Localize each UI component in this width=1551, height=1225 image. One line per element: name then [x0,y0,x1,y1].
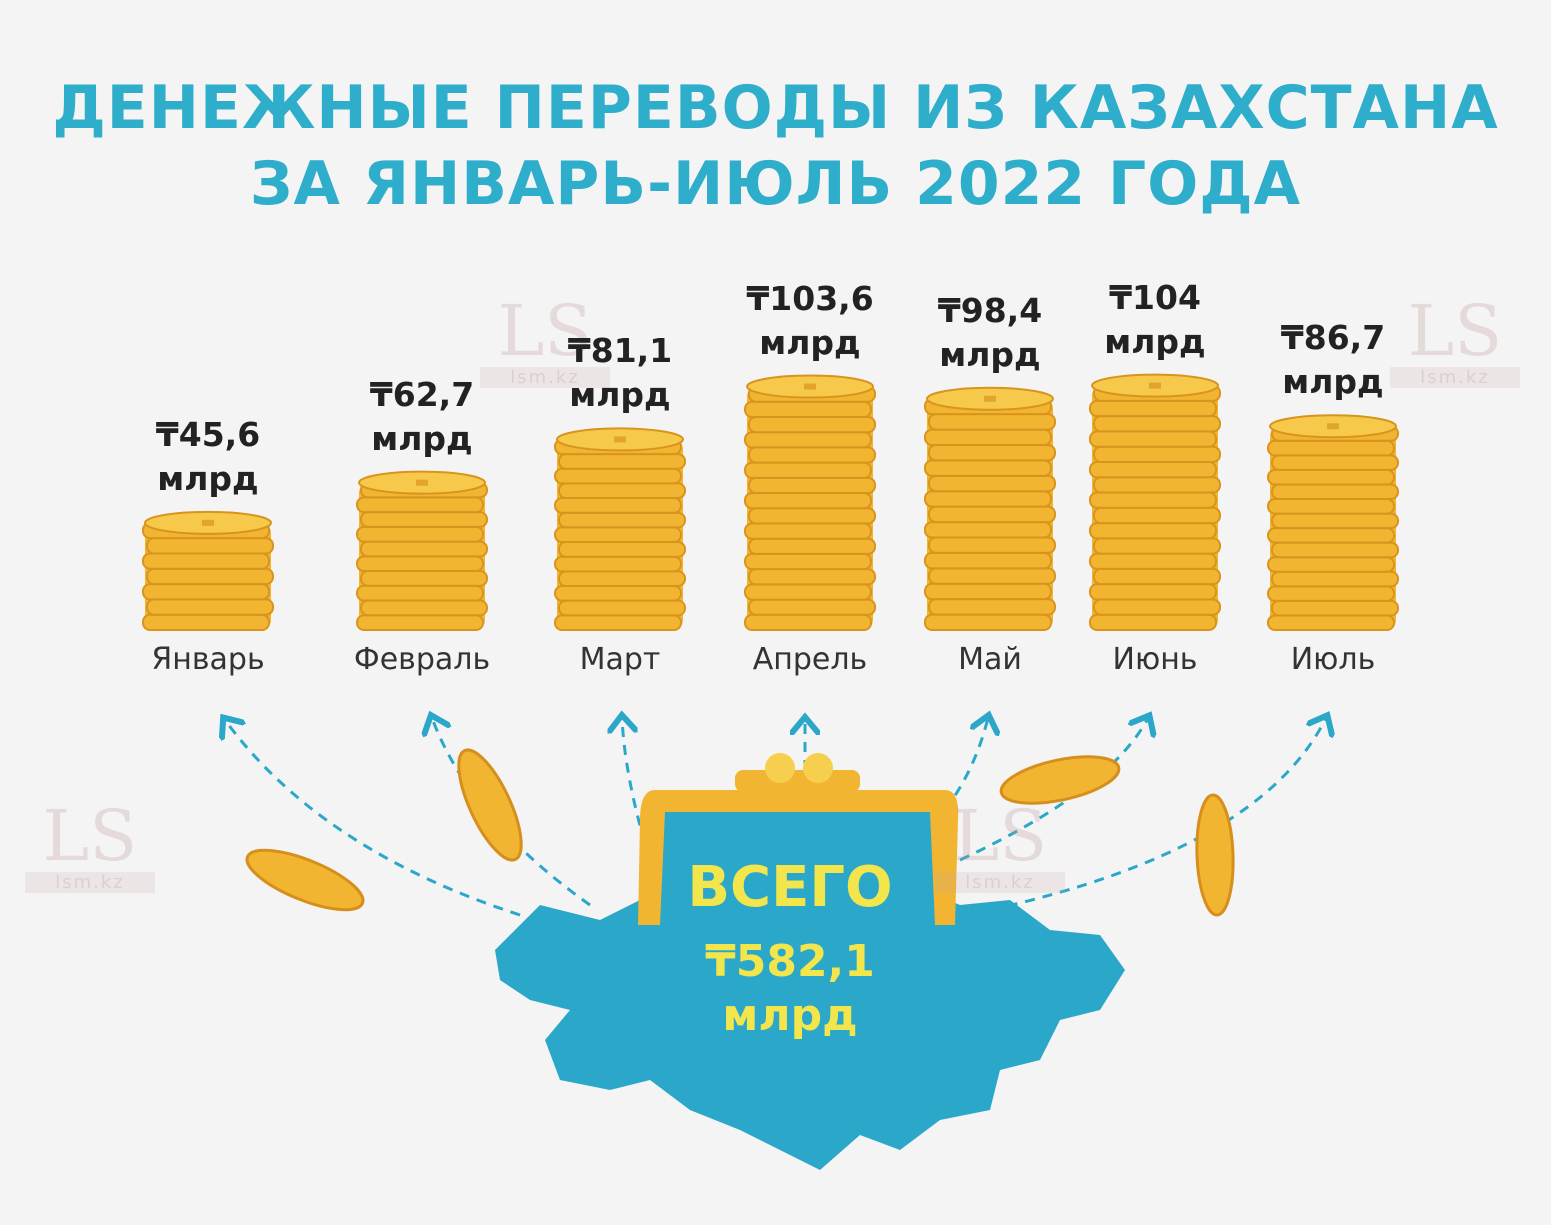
watermark: LS lsm.kz [1390,295,1520,388]
category-label: Июнь [1112,642,1198,677]
watermark-logo: LS [497,290,593,372]
watermark: LS lsm.kz [935,800,1065,893]
coin-stack [554,427,686,631]
watermark-site: lsm.kz [480,367,610,388]
coin-stack [744,374,876,632]
value-label: ₸104 млрд [1104,277,1206,361]
category-label: Июль [1290,642,1376,677]
watermark-site: lsm.kz [1390,367,1520,388]
coin-stack [1267,414,1399,631]
purse [638,753,959,925]
watermark: LS lsm.kz [480,295,610,388]
value-label: ₸98,4 млрд [937,290,1043,374]
category-label: Апрель [752,642,868,677]
coin-stacks [142,373,1399,632]
total-label: ВСЕГО [687,855,893,920]
watermark-logo: LS [1407,290,1503,372]
value-label: ₸86,7 млрд [1280,318,1386,402]
coin-stack [924,386,1056,631]
value-label: ₸81,1 млрд [567,331,673,415]
map [495,880,1125,1170]
category-label: Март [579,642,661,677]
coin-stack [1089,373,1221,631]
value-label: ₸103,6 млрд [746,278,874,362]
watermark-site: lsm.kz [935,872,1065,893]
watermark-logo: LS [952,795,1048,877]
watermark: LS lsm.kz [25,800,155,893]
coin-stack [356,470,488,632]
chart-title: ДЕНЕЖНЫЕ ПЕРЕВОДЫ ИЗ КАЗАХСТАНА ЗА ЯНВАР… [52,73,1499,219]
coin-stack [142,510,274,631]
value-label: ₸62,7 млрд [369,374,475,458]
category-label: Январь [151,642,265,677]
watermark-site: lsm.kz [25,872,155,893]
value-label: ₸45,6 млрд [155,414,261,498]
category-label: Февраль [353,642,491,677]
category-label: Май [958,642,1022,677]
watermark-logo: LS [42,795,138,877]
total-value: ₸582,1 млрд [705,936,875,1041]
flying-coins [245,748,1235,917]
